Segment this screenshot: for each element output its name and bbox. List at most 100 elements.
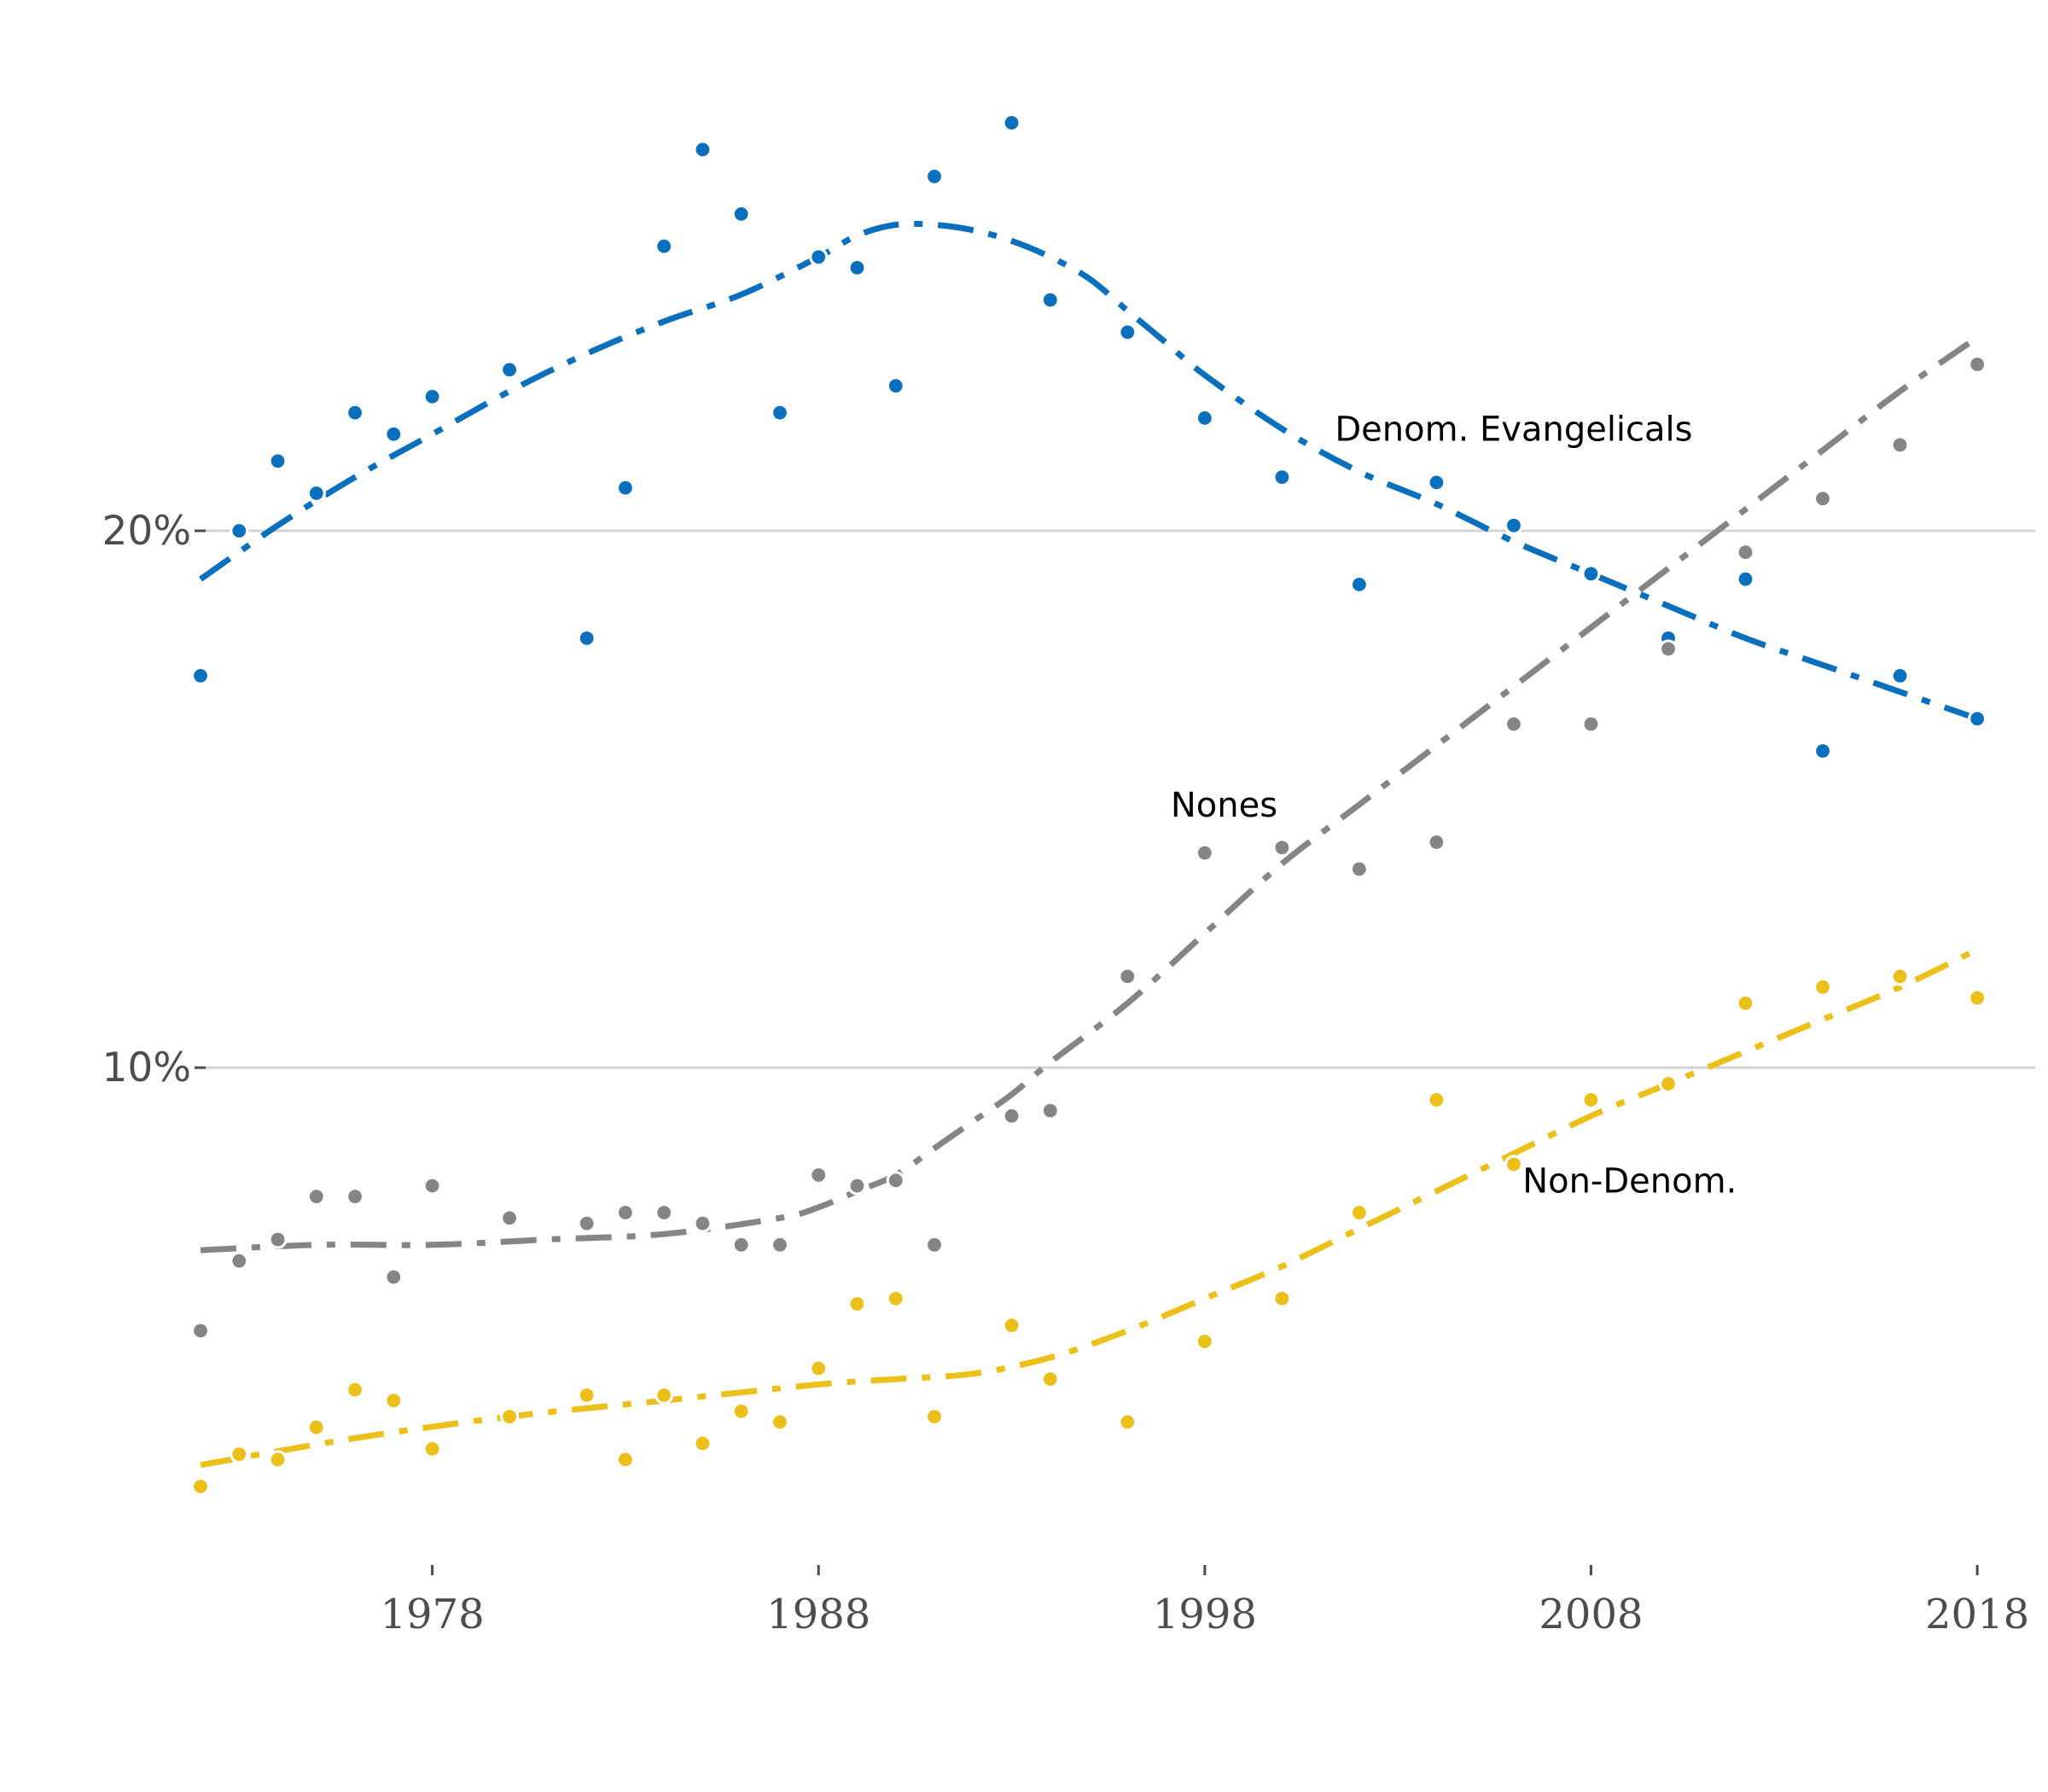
- point-non-denom: [1427, 1090, 1446, 1110]
- point-non-denom: [384, 1391, 404, 1411]
- point-denom-evangelicals: [1812, 741, 1833, 761]
- point-nones: [230, 1251, 249, 1271]
- point-non-denom: [809, 1359, 829, 1378]
- point-denom-evangelicals: [1890, 666, 1910, 686]
- point-non-denom: [1272, 1289, 1292, 1308]
- point-nones: [1427, 832, 1446, 852]
- point-denom-evangelicals: [1195, 408, 1214, 428]
- point-nones: [731, 1235, 751, 1254]
- point-denom-evangelicals: [230, 521, 249, 541]
- point-denom-evangelicals: [655, 236, 674, 256]
- point-non-denom: [1195, 1331, 1214, 1352]
- point-nones: [1040, 1101, 1060, 1120]
- point-nones: [809, 1165, 829, 1185]
- point-nones: [345, 1187, 365, 1207]
- point-non-denom: [1504, 1155, 1524, 1174]
- point-nones: [1349, 859, 1369, 879]
- point-non-denom: [1118, 1412, 1137, 1432]
- point-nones: [1736, 543, 1755, 562]
- point-non-denom: [615, 1450, 635, 1469]
- point-denom-evangelicals: [886, 376, 905, 396]
- point-non-denom: [190, 1476, 211, 1497]
- trend-line-denom-evangelicals: [199, 220, 1979, 722]
- point-denom-evangelicals: [693, 140, 713, 160]
- point-denom-evangelicals: [1427, 473, 1446, 492]
- axes: 10% 20% 1978 1988 1998 2008 2018: [102, 508, 2030, 1638]
- point-nones: [1812, 489, 1833, 509]
- point-non-denom: [1890, 967, 1910, 986]
- point-non-denom: [1040, 1369, 1060, 1389]
- point-nones: [268, 1230, 288, 1249]
- point-non-denom: [847, 1294, 867, 1314]
- y-tick-label: 10%: [102, 1044, 191, 1091]
- point-nones: [384, 1267, 404, 1287]
- point-denom-evangelicals: [615, 478, 635, 497]
- point-denom-evangelicals: [1002, 113, 1021, 132]
- point-non-denom: [577, 1385, 596, 1405]
- point-non-denom: [306, 1417, 326, 1437]
- point-denom-evangelicals: [384, 424, 404, 444]
- point-denom-evangelicals: [345, 403, 365, 422]
- x-tick-label: 1978: [381, 1591, 485, 1638]
- point-nones: [847, 1176, 867, 1196]
- point-non-denom: [422, 1439, 442, 1458]
- point-nones: [770, 1235, 790, 1254]
- point-denom-evangelicals: [770, 403, 790, 422]
- point-nones: [924, 1235, 945, 1254]
- point-non-denom: [655, 1385, 674, 1405]
- data-points: [190, 113, 1987, 1497]
- x-tick-label: 2018: [1925, 1591, 2029, 1638]
- point-denom-evangelicals: [1581, 564, 1601, 584]
- point-denom-evangelicals: [847, 258, 867, 277]
- point-denom-evangelicals: [924, 166, 945, 186]
- point-nones: [1504, 714, 1524, 734]
- point-nones: [190, 1321, 211, 1341]
- point-non-denom: [770, 1412, 790, 1432]
- point-non-denom: [924, 1407, 945, 1427]
- point-nones: [886, 1171, 905, 1190]
- point-non-denom: [268, 1450, 288, 1469]
- point-nones: [306, 1187, 326, 1207]
- annotation-label: Denom. Evangelicals: [1335, 410, 1692, 449]
- point-denom-evangelicals: [1040, 290, 1060, 310]
- point-non-denom: [1349, 1202, 1369, 1223]
- x-tick-label: 2008: [1539, 1591, 1643, 1638]
- point-nones: [1195, 843, 1214, 863]
- point-denom-evangelicals: [1118, 323, 1137, 342]
- point-non-denom: [1658, 1073, 1679, 1094]
- point-nones: [1002, 1106, 1021, 1126]
- point-denom-evangelicals: [1968, 709, 1987, 729]
- point-non-denom: [230, 1445, 249, 1464]
- point-nones: [1658, 639, 1679, 659]
- point-nones: [422, 1176, 442, 1196]
- point-denom-evangelicals: [500, 360, 520, 380]
- point-nones: [1968, 354, 1987, 375]
- point-denom-evangelicals: [577, 628, 596, 648]
- point-non-denom: [500, 1407, 520, 1427]
- point-nones: [500, 1208, 520, 1228]
- point-denom-evangelicals: [422, 387, 442, 406]
- point-nones: [615, 1202, 635, 1223]
- point-denom-evangelicals: [731, 204, 751, 224]
- annotation-label: Nones: [1171, 786, 1277, 825]
- point-non-denom: [1002, 1316, 1021, 1335]
- point-non-denom: [1968, 988, 1987, 1008]
- point-nones: [655, 1202, 674, 1223]
- point-non-denom: [1736, 993, 1755, 1013]
- point-nones: [1890, 435, 1910, 455]
- trend-line-non-denom: [200, 946, 1979, 1469]
- trend-lines: [199, 220, 1980, 1469]
- point-nones: [693, 1213, 713, 1233]
- point-non-denom: [1581, 1090, 1601, 1110]
- point-non-denom: [731, 1401, 751, 1421]
- point-denom-evangelicals: [1349, 574, 1369, 595]
- point-non-denom: [1812, 977, 1833, 997]
- y-gridlines: [195, 529, 2035, 1069]
- point-denom-evangelicals: [1504, 515, 1524, 535]
- point-nones: [577, 1213, 596, 1233]
- point-nones: [1581, 714, 1601, 734]
- point-denom-evangelicals: [306, 483, 326, 503]
- series-annotations: Denom. Evangelicals Nones Non-Denom.: [1171, 410, 1737, 1201]
- trend-line-nones: [200, 335, 1980, 1254]
